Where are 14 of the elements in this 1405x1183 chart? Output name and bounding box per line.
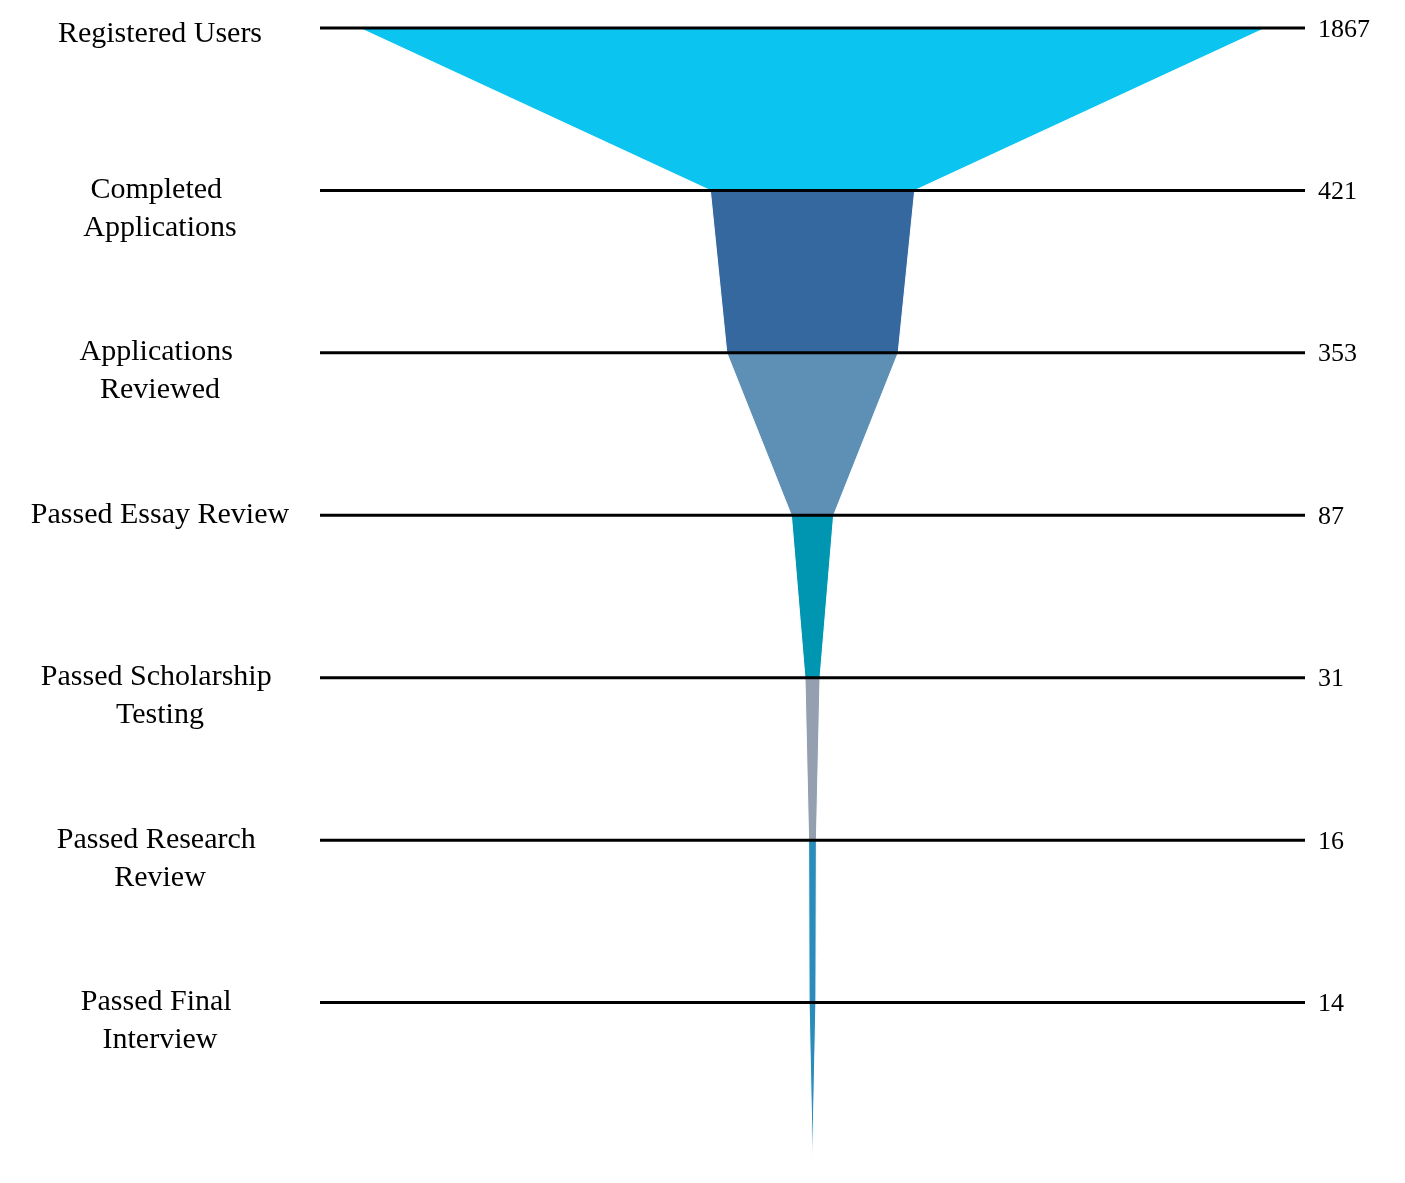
- data-label: 31: [1318, 663, 1344, 693]
- category-label: Applications Reviewed: [79, 333, 241, 405]
- category-label: Completed Applications: [83, 170, 237, 242]
- category-label: Passed Scholarship Testing: [40, 658, 280, 730]
- category-label: Registered Users: [57, 14, 263, 48]
- data-label: 16: [1318, 825, 1344, 855]
- data-label: 1867: [1318, 13, 1370, 43]
- data-label: 14: [1318, 988, 1344, 1018]
- category-label: Passed Research Review: [56, 820, 264, 892]
- category-label: Passed Final Interview: [80, 983, 240, 1055]
- data-label: 421: [1318, 175, 1357, 205]
- data-label: 87: [1318, 500, 1344, 530]
- data-label: 353: [1318, 338, 1357, 368]
- category-label: Passed Essay Review: [30, 495, 290, 529]
